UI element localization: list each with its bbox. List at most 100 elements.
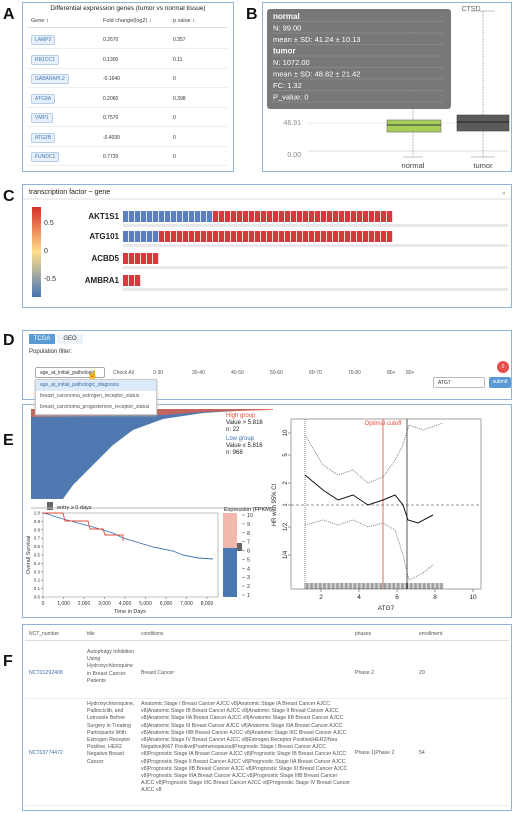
column-header: Gene ↕ (31, 18, 49, 24)
cell (189, 211, 195, 222)
deg-panel: Differential expression genes (tumor vs … (22, 2, 234, 172)
dropdown-option[interactable]: breast_carcinoma_progesterone_receptor_s… (40, 404, 150, 410)
divider (27, 27, 227, 28)
expression-tick-label: 4 (247, 566, 250, 572)
gene-chip[interactable]: ATG2B (31, 132, 56, 143)
cell (243, 231, 249, 242)
track (123, 244, 508, 247)
row-divider (27, 87, 227, 88)
cell (153, 231, 159, 242)
x-axis-label: ATG7 (378, 605, 395, 612)
tooltip (267, 9, 451, 109)
phases: Phase 2 (355, 670, 375, 676)
gene-chip[interactable]: GABARAPL2 (31, 74, 69, 84)
cell (321, 211, 327, 222)
cell (315, 211, 321, 222)
y-tick-label: 0.6 (34, 544, 41, 549)
cutoff-label: Optimal cutoff (365, 421, 402, 427)
dropdown-option[interactable]: breast_carcinoma_estrogen_receptor_statu… (40, 393, 140, 399)
cell (171, 211, 177, 222)
y-tick-label: 1 (283, 503, 289, 507)
cell (255, 231, 261, 242)
cell (225, 231, 231, 242)
hr-upper (304, 422, 444, 484)
tf-heatmap: transcription factor ~ gene ⌄ 0.5 0 -0.5 AK… (23, 189, 511, 297)
cell (309, 211, 315, 222)
nct-number[interactable]: NCT03774472 (29, 749, 63, 756)
expression-tick-label: 10 (247, 513, 253, 519)
gene-chip[interactable]: LAMP2 (31, 35, 56, 45)
gene-chip[interactable]: ATG9A (31, 93, 56, 104)
y-tick-label: 0.3 (34, 569, 41, 574)
slider-handle[interactable] (47, 502, 53, 510)
cell (321, 231, 327, 242)
trials-panel: NCT_number title conditions phases enrollmen… (22, 624, 512, 811)
cell (285, 231, 291, 242)
km-low (42, 512, 214, 560)
gene-chip[interactable]: FUNDC1 (31, 152, 60, 162)
divider (25, 640, 509, 641)
enrollment: 20 (419, 670, 425, 676)
age-range: 50-60 (270, 370, 283, 376)
p-value: 0.11 (173, 56, 183, 63)
nct-number[interactable]: NCT01292408 (29, 670, 63, 676)
cell (189, 231, 195, 242)
tab[interactable]: TCGA (29, 334, 55, 344)
y-tick-label: 0.1 (34, 586, 41, 591)
dropdown[interactable]: age_at_initial_pathologic (35, 367, 105, 378)
tooltip-line: tumor (273, 47, 296, 56)
cell (225, 211, 231, 222)
cell (357, 211, 363, 222)
gene-chip[interactable]: VMP1 (31, 113, 53, 123)
cell (351, 231, 357, 242)
y-tick-label: 0.5 (34, 553, 41, 558)
cell (213, 231, 219, 242)
submit-button[interactable]: submit (489, 377, 511, 388)
cell (153, 211, 159, 222)
phases: Phase 1|Phase 2 (355, 749, 395, 756)
tooltip-line: P_value: 0 (273, 93, 308, 102)
row-divider (25, 698, 509, 699)
cell (303, 211, 309, 222)
cell (309, 231, 315, 242)
cell (279, 211, 285, 222)
panel-letter: E (3, 432, 14, 449)
cell (153, 253, 159, 264)
boxplot: CTSD normal N: 99.00 mean ± SD: 41.24 ± 10… (267, 6, 510, 170)
expression-handle[interactable] (237, 543, 242, 551)
gene-chip[interactable]: RB1CC1 (31, 54, 59, 65)
boxplot-title: CTSD (461, 6, 480, 13)
deg-title: Differential expression genes (tumor vs … (50, 5, 206, 12)
cell (351, 211, 357, 222)
age-range: 80+ (387, 370, 396, 376)
low-group: n: 968 (226, 450, 243, 456)
cell (129, 253, 135, 264)
fold-change: 0.7720 (103, 154, 119, 160)
expression-tick-label: 8 (247, 531, 250, 537)
row-divider (27, 126, 227, 127)
cell (147, 231, 153, 242)
age-range: 30-40 (192, 370, 205, 376)
dropdown-option[interactable]: age_at_initial_pathologic_diagnosis (36, 380, 156, 391)
x-tick-label: 5,000 (139, 601, 152, 607)
tooltip-line: N: 1072.00 (273, 58, 310, 67)
gene-select[interactable]: ATG7 (433, 377, 485, 388)
fold-change: -0.4030 (103, 134, 120, 141)
cell (123, 211, 129, 222)
row-divider (27, 145, 227, 147)
y-tick-label: 1.0 (34, 511, 41, 516)
cell (381, 231, 387, 242)
cell (141, 211, 147, 222)
x-tick-label: tumor (473, 161, 493, 170)
cell (135, 253, 141, 264)
cell (339, 211, 345, 222)
y-tick-label: 2 (283, 481, 289, 485)
km-frame (42, 512, 219, 598)
tab[interactable]: GEO (57, 334, 83, 344)
y-tick-label: 46.91 (283, 120, 301, 127)
cell (231, 211, 237, 222)
conditions: Anatomic Stage I Breast Cancer AJCC v8|A… (141, 701, 350, 794)
cell (339, 231, 345, 242)
trial-title: Autophagy Inhibition Using Hydroxychloro… (87, 649, 135, 684)
